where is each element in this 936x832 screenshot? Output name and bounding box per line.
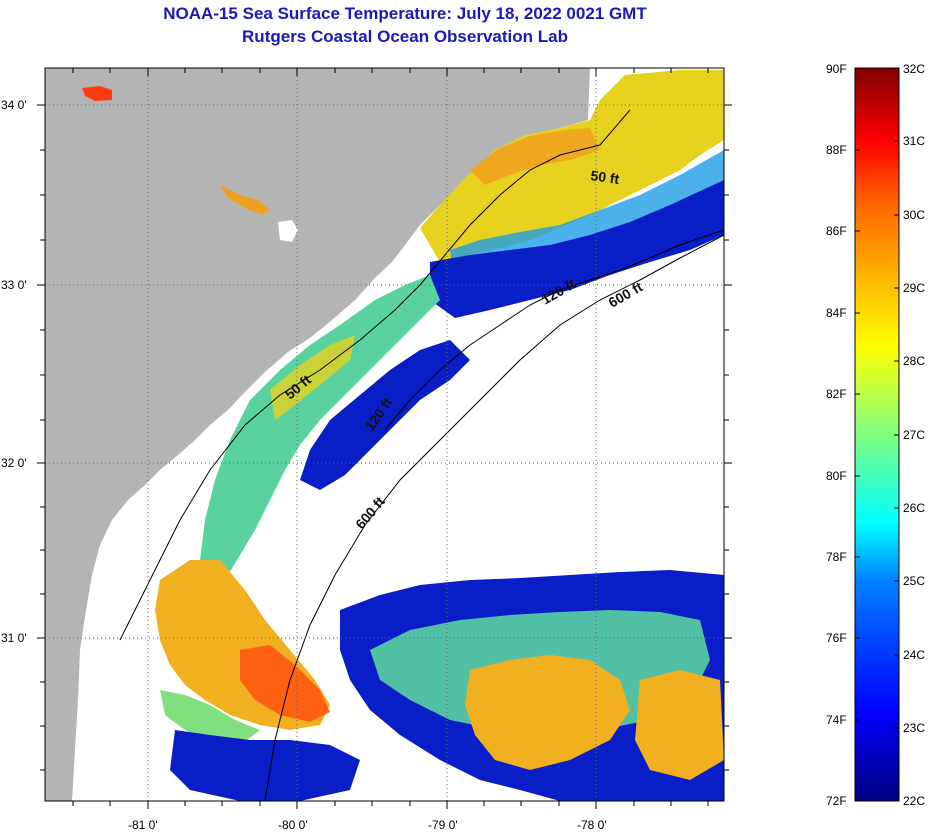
contour-50ft xyxy=(119,109,631,641)
lat-label-34: 34 0' xyxy=(1,98,27,112)
colorbar-c-25: 25C xyxy=(903,574,926,588)
lon-label-78: -78 0' xyxy=(577,818,607,832)
colorbar-f-84: 84F xyxy=(826,306,847,320)
lat-label-32: 32 0' xyxy=(1,456,27,470)
colorbar-c-31: 31C xyxy=(903,134,926,148)
colorbar-f-76: 76F xyxy=(826,631,847,645)
map-title: NOAA-15 Sea Surface Temperature: July 18… xyxy=(163,4,647,23)
sst-inland-patch xyxy=(82,86,112,101)
sst-midshelf xyxy=(200,275,440,600)
colorbar-f-80: 80F xyxy=(826,469,847,483)
map-frame xyxy=(44,67,725,802)
colorbar-gradient xyxy=(854,67,900,802)
sst-nearshore-north xyxy=(420,70,724,262)
colorbar-f-86: 86F xyxy=(826,224,847,238)
colorbar-f-78: 78F xyxy=(826,550,847,564)
colorbar-c-26: 26C xyxy=(903,501,926,515)
contour-label-50ft-north: 50 ft xyxy=(590,167,621,187)
colorbar-c-30: 30C xyxy=(903,208,926,222)
colorbar-c-22: 22C xyxy=(903,794,926,808)
colorbar-f-82: 82F xyxy=(826,387,847,401)
colorbar-c-27: 27C xyxy=(903,428,926,442)
colorbar-c-32: 32C xyxy=(903,62,926,76)
colorbar-c-24: 24C xyxy=(903,648,926,662)
lat-label-31: 31 0' xyxy=(1,631,27,645)
contour-120ft xyxy=(384,229,724,431)
land-area xyxy=(45,68,590,801)
lat-label-33: 33 0' xyxy=(1,278,27,292)
colorbar-f-90: 90F xyxy=(826,62,847,76)
map-subtitle: Rutgers Coastal Ocean Observation Lab xyxy=(242,27,568,46)
colorbar-c-28: 28C xyxy=(903,354,926,368)
colorbar-c-29: 29C xyxy=(903,281,926,295)
lon-label-81: -81 0' xyxy=(128,818,158,832)
contour-600ft xyxy=(264,234,724,801)
colorbar-ticks xyxy=(855,140,899,729)
lon-label-80: -80 0' xyxy=(278,818,308,832)
axis-ticks xyxy=(37,68,732,809)
lon-label-79: -79 0' xyxy=(428,818,458,832)
colorbar-f-88: 88F xyxy=(826,143,847,157)
colorbar-f-74: 74F xyxy=(826,713,847,727)
colorbar-f-72: 72F xyxy=(826,794,847,808)
colorbar-c-23: 23C xyxy=(903,721,926,735)
